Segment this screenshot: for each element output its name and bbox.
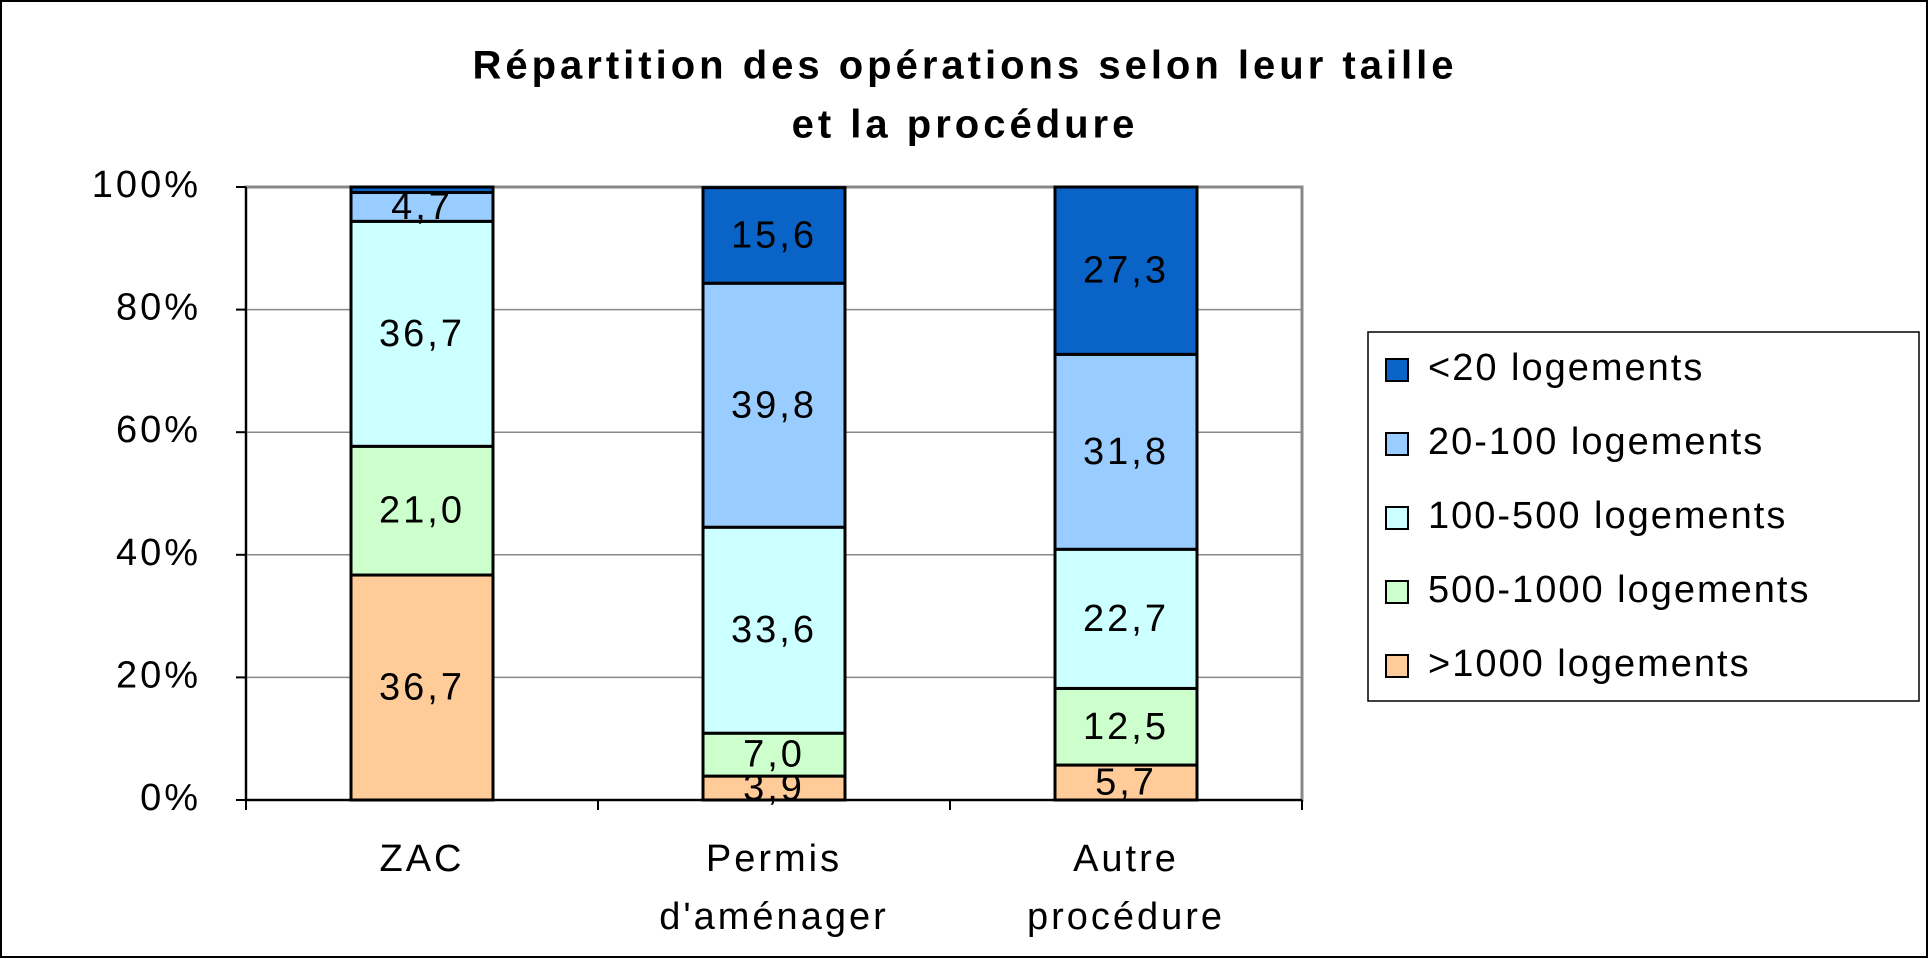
x-tick-label: Autre procédure [1026, 838, 1226, 938]
value-label: 12,5 [1083, 706, 1169, 748]
legend-label: 100-500 logements [1428, 495, 1787, 537]
bar-segment [1053, 547, 1199, 690]
legend-label: >1000 logements [1428, 643, 1751, 685]
bar-segment [349, 219, 495, 448]
chart-title: et la procédure [792, 103, 1139, 147]
value-label: 27,3 [1083, 250, 1169, 292]
legend-box [1367, 331, 1920, 702]
value-label: 31,8 [1083, 431, 1169, 473]
legend-label: 500-1000 logements [1428, 569, 1810, 611]
legend-label: 20-100 logements [1428, 421, 1764, 463]
value-label: 22,7 [1083, 598, 1169, 640]
bar-segment [701, 186, 847, 285]
chart-title: Répartition des opérations selon leur ta… [472, 44, 1457, 88]
value-label: 7,0 [743, 734, 805, 776]
legend-swatch [1385, 358, 1409, 382]
bar-segment [701, 731, 847, 778]
value-label: 33,6 [731, 609, 817, 651]
y-tick-label: 60% [116, 409, 201, 451]
legend-swatch [1385, 432, 1409, 456]
value-label: 5,7 [1095, 762, 1157, 804]
bar-segment [1053, 686, 1199, 767]
value-label: 36,7 [379, 313, 465, 355]
value-label: 39,8 [731, 384, 817, 426]
bar-segment [349, 185, 495, 195]
y-tick-label: 0% [140, 777, 201, 819]
bar-segment [349, 444, 495, 577]
y-tick-label: 80% [116, 287, 201, 329]
x-tick-label: ZAC [379, 838, 465, 880]
bar-segment [1053, 763, 1199, 802]
bar-segment [349, 191, 495, 223]
legend-label: <20 logements [1428, 347, 1704, 389]
y-tick-label: 100% [92, 164, 201, 206]
legend-swatch [1385, 506, 1409, 530]
bar-segment [701, 525, 847, 735]
legend-swatch [1385, 654, 1409, 678]
value-label: 36,7 [379, 667, 465, 709]
y-tick-label: 40% [116, 532, 201, 574]
y-tick-label: 20% [116, 654, 201, 696]
value-label: 15,6 [731, 214, 817, 256]
bar-segment [701, 281, 847, 529]
value-label: 21,0 [379, 490, 465, 532]
x-tick-label: Permis d'aménager [659, 838, 889, 938]
bar-segment [1053, 352, 1199, 551]
legend-swatch [1385, 580, 1409, 604]
bar-segment [1053, 185, 1199, 356]
